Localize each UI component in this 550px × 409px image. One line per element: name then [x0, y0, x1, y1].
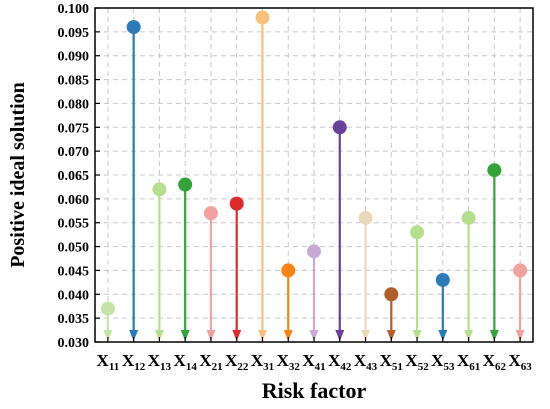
x-axis-title: Risk factor [262, 378, 367, 403]
y-tick-label: 0.035 [58, 312, 90, 327]
stem-arrowhead [386, 330, 396, 341]
stem-arrowhead [129, 330, 139, 341]
x-tick-label: X63 [508, 351, 532, 373]
stem-X61 [461, 210, 476, 341]
y-tick-label: 0.085 [58, 74, 90, 89]
x-tick-label: X51 [380, 351, 403, 373]
stem-marker [461, 210, 476, 225]
stem-arrowhead [361, 330, 371, 341]
y-tick-label: 0.045 [58, 264, 90, 279]
stem-arrowhead [515, 330, 525, 341]
stem-marker [255, 10, 270, 25]
stem-marker [513, 263, 528, 278]
x-tick-label: X42 [328, 351, 352, 373]
stem-X41 [307, 244, 321, 341]
stem-arrowhead [206, 330, 216, 341]
y-tick-label: 0.095 [58, 26, 90, 41]
stem-marker [152, 182, 167, 197]
x-tick-label: X11 [97, 351, 120, 373]
stem-arrowhead [154, 330, 164, 341]
stem-X43 [358, 210, 373, 341]
stem-X42 [332, 120, 347, 341]
x-tick-label: X41 [302, 351, 325, 373]
stem-arrowhead [257, 330, 267, 341]
stem-X63 [513, 263, 528, 341]
y-tick-label: 0.075 [58, 121, 90, 136]
y-axis-title: Positive ideal solution [7, 82, 29, 268]
y-tick-label: 0.060 [58, 193, 90, 208]
stem-marker [435, 272, 450, 287]
x-tick-label: X52 [405, 351, 429, 373]
stem-arrowhead [489, 330, 499, 341]
x-tick-label: X31 [251, 351, 274, 373]
y-tick-label: 0.065 [58, 169, 90, 184]
stem-marker [384, 287, 399, 302]
stems [100, 10, 528, 341]
x-tick-label: X43 [354, 351, 378, 373]
stem-marker [203, 206, 218, 221]
x-tick-label: X12 [122, 351, 146, 373]
y-tick-label: 0.050 [58, 241, 90, 256]
x-tick-label: X61 [457, 351, 480, 373]
stem-X62 [487, 163, 502, 341]
stem-X53 [435, 272, 450, 341]
y-tick-label: 0.080 [58, 97, 90, 112]
stem-X32 [281, 263, 296, 341]
stem-arrowhead [438, 330, 448, 341]
stem-arrowhead [180, 330, 190, 341]
stem-marker [281, 263, 296, 278]
stem-X12 [126, 20, 141, 341]
y-tick-label: 0.055 [58, 217, 90, 232]
x-tick-label: X14 [174, 351, 198, 373]
stem-X31 [255, 10, 270, 341]
stem-marker [358, 210, 373, 225]
stem-arrowhead [232, 330, 242, 341]
stem-X51 [384, 287, 399, 341]
y-tick-label: 0.040 [58, 288, 90, 303]
stem-arrowhead [283, 330, 293, 341]
stem-X52 [410, 225, 425, 341]
y-tick-label: 0.030 [58, 336, 90, 351]
stem-marker [307, 244, 321, 259]
y-tick-label: 0.100 [58, 2, 90, 17]
stem-X11 [100, 301, 115, 341]
stem-marker [100, 301, 115, 316]
stem-X21 [203, 206, 218, 341]
x-tick-label: X62 [483, 351, 507, 373]
stem-arrowhead [464, 330, 474, 341]
stem-marker [178, 177, 193, 192]
stem-marker [487, 163, 502, 178]
stem-X13 [152, 182, 167, 341]
stem-marker [229, 196, 244, 211]
x-tick-label: X32 [277, 351, 301, 373]
y-tick-label: 0.090 [58, 50, 90, 65]
x-tick-label: X21 [199, 351, 222, 373]
y-axis-ticks: 0.030 0.035 0.040 0.045 0.050 0.055 0.060 0.065… [58, 2, 100, 351]
stem-X14 [178, 177, 193, 341]
stem-arrowhead [335, 330, 345, 341]
stem-marker [410, 225, 425, 240]
x-tick-label: X22 [225, 351, 249, 373]
x-tick-label: X13 [148, 351, 172, 373]
y-tick-label: 0.070 [58, 145, 90, 160]
stem-X22 [229, 196, 244, 341]
x-axis-ticks: X11 X12 X13 X14 X21 X22 X31 X32 X41 X42 X43 X51 X52 X… [97, 337, 532, 373]
stem-marker [332, 120, 347, 135]
stem-arrowhead [103, 330, 113, 341]
stem-arrowhead [412, 330, 422, 341]
stem-marker [126, 20, 141, 35]
stem-arrowhead [309, 330, 319, 341]
x-tick-label: X53 [431, 351, 455, 373]
